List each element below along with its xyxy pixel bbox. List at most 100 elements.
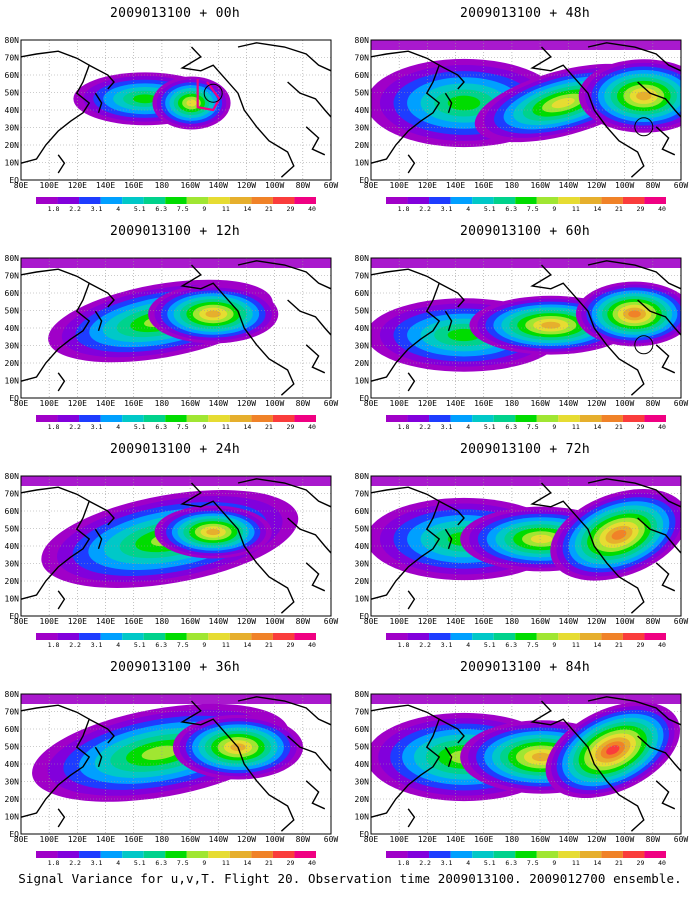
japan-coast xyxy=(94,310,103,332)
lat-tick-label: 50N xyxy=(355,307,370,316)
lon-tick-label: 80W xyxy=(296,835,311,844)
colorbar-label: 1.8 xyxy=(48,423,60,431)
map-plot: 80E 100E 120E 140E 160E 180 160W 140W 120W 100W 80… xyxy=(5,36,339,190)
map-plot: 80E 100E 120E 140E 160E 180 160W 140W 120W 100W 80… xyxy=(355,690,689,844)
colorbar-swatch xyxy=(515,197,537,204)
arctic-band xyxy=(21,694,331,704)
asia-coast xyxy=(20,50,91,164)
colorbar-label: 5.1 xyxy=(134,205,146,213)
colorbar-swatch xyxy=(429,197,451,204)
colorbar-swatch xyxy=(165,851,187,858)
colorbar-label: 14 xyxy=(593,859,601,867)
colorbar-label: 11 xyxy=(572,859,580,867)
colorbar-swatch xyxy=(229,633,252,640)
philippines-coast xyxy=(57,372,66,392)
lon-tick-label: 160W xyxy=(180,617,199,626)
lat-tick-label: EQ xyxy=(9,612,19,621)
colorbar-label: 4 xyxy=(466,859,470,867)
lon-tick-label: 100E xyxy=(40,835,59,844)
lon-tick-label: 140W xyxy=(209,399,228,408)
lon-tick-label: 140E xyxy=(96,399,115,408)
lon-tick-label: 140W xyxy=(559,835,578,844)
lat-tick-label: 80N xyxy=(355,690,370,699)
colorbar-swatch xyxy=(79,197,101,204)
colorbar-label: 2.2 xyxy=(69,641,81,649)
lon-tick-label: 120W xyxy=(237,617,256,626)
colorbar-label: 14 xyxy=(243,205,251,213)
colorbar-label: 7.5 xyxy=(177,423,189,431)
lon-tick-label: 60W xyxy=(324,835,339,844)
colorbar-label: 9 xyxy=(202,641,206,649)
colorbar-swatch xyxy=(493,633,516,640)
lat-tick-label: 20N xyxy=(5,141,20,150)
colorbar-label: 6.3 xyxy=(505,423,517,431)
colorbar-swatch xyxy=(122,633,144,640)
colorbar-label: 6.3 xyxy=(505,641,517,649)
lon-tick-label: 120W xyxy=(587,835,606,844)
lat-tick-label: 10N xyxy=(355,813,370,822)
lon-tick-label: 160E xyxy=(124,617,143,626)
colorbar-label: 1.8 xyxy=(398,423,410,431)
japan-coast xyxy=(444,528,453,550)
panel-title: 2009013100 + 60h xyxy=(459,224,591,239)
colorbar-label: 3.1 xyxy=(441,859,453,867)
lon-tick-label: 160E xyxy=(124,835,143,844)
lon-tick-label: 60W xyxy=(674,835,689,844)
north-america-west-coast xyxy=(530,264,645,396)
lat-tick-label: 20N xyxy=(355,795,370,804)
variance-contour xyxy=(636,91,652,101)
asia-coast xyxy=(370,268,441,382)
colorbar-label: 4 xyxy=(116,859,120,867)
colorbar-label: 7.5 xyxy=(177,205,189,213)
lon-tick-label: 140E xyxy=(446,181,465,190)
colorbar-label: 21 xyxy=(615,423,623,431)
colorbar-swatch xyxy=(579,851,602,858)
colorbar-label: 6.3 xyxy=(155,205,167,213)
gulf-coast xyxy=(305,780,326,810)
kamchatka-coast xyxy=(88,282,115,308)
colorbar-label: 11 xyxy=(222,859,230,867)
coastlines xyxy=(20,478,332,614)
lat-tick-label: 80N xyxy=(355,254,370,263)
colorbar-swatch xyxy=(515,633,537,640)
lon-tick-label: 160W xyxy=(530,181,549,190)
lon-tick-label: 140W xyxy=(209,835,228,844)
arctic-band xyxy=(21,258,331,268)
gridlines xyxy=(371,694,681,834)
lon-tick-label: 160W xyxy=(180,399,199,408)
panel-title: 2009013100 + 36h xyxy=(109,660,241,675)
lon-tick-label: 140W xyxy=(559,181,578,190)
lat-tick-label: 70N xyxy=(5,272,20,281)
kamchatka-coast xyxy=(88,64,115,90)
colorbar-swatch xyxy=(472,415,494,422)
panel-figure: 80E 100E 120E 140E 160E 180 160W 140W 120W 100W 80… xyxy=(355,36,689,213)
variance-contour xyxy=(551,97,575,109)
colorbar-label: 1.8 xyxy=(48,641,60,649)
colorbar-swatch xyxy=(601,197,623,204)
colorbar-swatch xyxy=(229,197,252,204)
lon-tick-label: 120E xyxy=(418,617,437,626)
panel-figure: 80E 100E 120E 140E 160E 180 160W 140W 120W 100W 80… xyxy=(5,36,339,213)
colorbar-swatch xyxy=(493,851,516,858)
forecast-panel: 2009013100 + 84h 80E 100E 120E 140E 160E 180 16… xyxy=(350,654,700,870)
colorbar-label: 11 xyxy=(572,205,580,213)
colorbar-swatch xyxy=(143,851,166,858)
asia-coast xyxy=(20,268,91,382)
colorbar-swatch xyxy=(143,197,166,204)
philippines-coast xyxy=(57,154,66,174)
kamchatka-coast xyxy=(88,500,115,526)
colorbar-swatch xyxy=(229,415,252,422)
lon-tick-label: 80W xyxy=(646,835,661,844)
arctic-coast xyxy=(587,260,682,290)
north-america-west-coast xyxy=(180,482,295,614)
forecast-panel: 2009013100 + 24h 80E 100E 120E 140E 160E 180 16… xyxy=(0,436,350,652)
kamchatka-coast xyxy=(438,500,465,526)
lon-tick-label: 100W xyxy=(265,835,284,844)
colorbar-swatch xyxy=(186,851,209,858)
colorbar-swatch xyxy=(36,851,58,858)
gulf-coast xyxy=(655,562,676,592)
philippines-coast xyxy=(57,808,66,828)
lon-tick-label: 100W xyxy=(265,181,284,190)
colorbar-swatch xyxy=(36,197,58,204)
gulf-coast xyxy=(305,344,326,374)
